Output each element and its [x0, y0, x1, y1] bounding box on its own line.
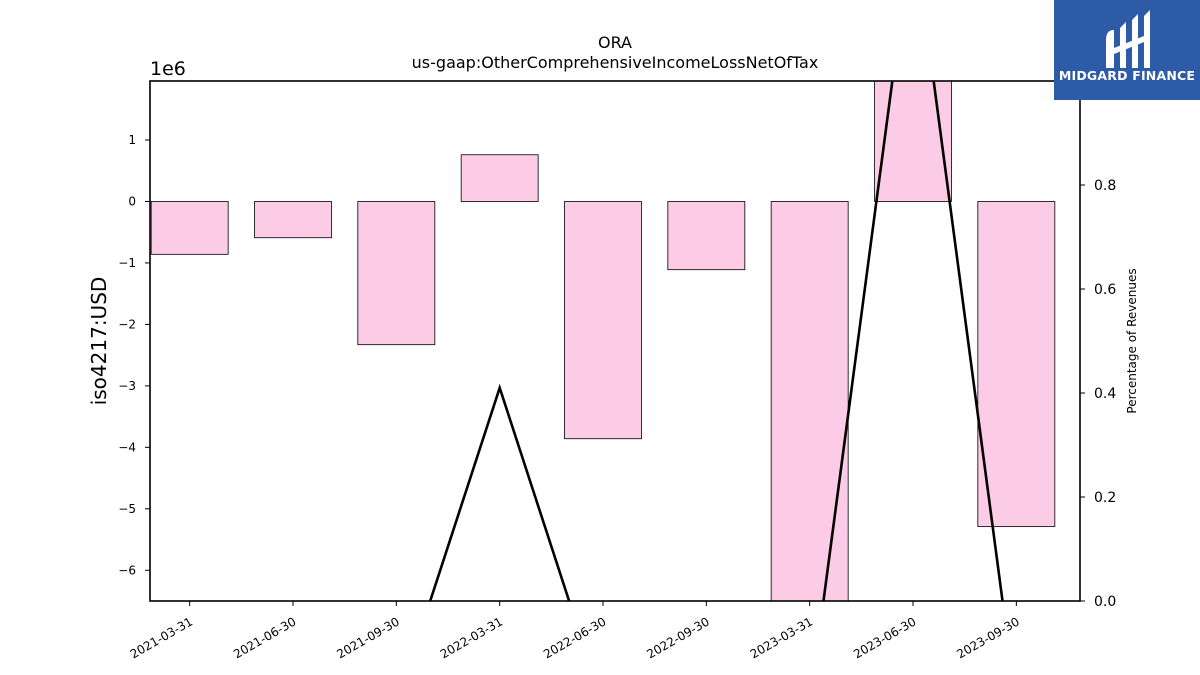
x-tick-label: 2022-09-30 [644, 614, 711, 661]
bar [770, 201, 849, 602]
x-tick-label: 2022-03-31 [438, 614, 505, 661]
y-offset-label: 1e6 [150, 58, 186, 80]
y-tick-label: −5 [118, 502, 136, 516]
y-tick-label: 1 [128, 133, 136, 147]
y2-tick-label: 0.4 [1094, 386, 1116, 402]
x-tick-label: 2021-03-31 [128, 614, 195, 661]
x-tick-label: 2023-06-30 [851, 614, 918, 661]
y-axis-label: iso4217:USD [87, 277, 111, 406]
line-group [428, 81, 1004, 601]
x-tick-label: 2023-09-30 [954, 614, 1021, 661]
logo: MIDGARD FINANCE [1054, 0, 1200, 100]
bar [357, 201, 436, 346]
y-tick-label: 0 [128, 194, 136, 208]
y-tick-label: −4 [118, 440, 136, 454]
bar [564, 201, 642, 440]
y-tick-label: −3 [118, 379, 136, 393]
x-tick-label: 2022-06-30 [541, 614, 608, 661]
y2-tick-label: 0.6 [1094, 282, 1116, 298]
bar [874, 80, 952, 202]
bar [667, 201, 746, 271]
bars-group [150, 80, 1056, 602]
y2-tick-label: 0.2 [1094, 490, 1116, 506]
series-line [428, 81, 1004, 601]
y-tick-label: −1 [118, 256, 136, 270]
y-tick-label: −6 [118, 563, 136, 577]
bar [977, 201, 1056, 528]
midgard-logo-icon [1106, 10, 1150, 68]
y2-tick-label: 0.8 [1094, 178, 1116, 194]
logo-brand-text: MIDGARD FINANCE [1058, 68, 1196, 83]
chart-title: ORA [598, 33, 632, 52]
chart-subtitle: us-gaap:OtherComprehensiveIncomeLossNetO… [412, 53, 819, 72]
y2-tick-label: 0.0 [1094, 594, 1116, 610]
y-tick-label: −2 [118, 317, 136, 331]
y2-axis-label: Percentage of Revenues [1125, 268, 1139, 413]
bar [150, 201, 229, 255]
bar [254, 201, 332, 239]
plot-frame [149, 80, 1081, 602]
bar [460, 154, 539, 202]
x-tick-label: 2021-09-30 [334, 614, 401, 661]
x-tick-label: 2021-06-30 [231, 614, 298, 661]
x-tick-label: 2023-03-31 [748, 614, 815, 661]
